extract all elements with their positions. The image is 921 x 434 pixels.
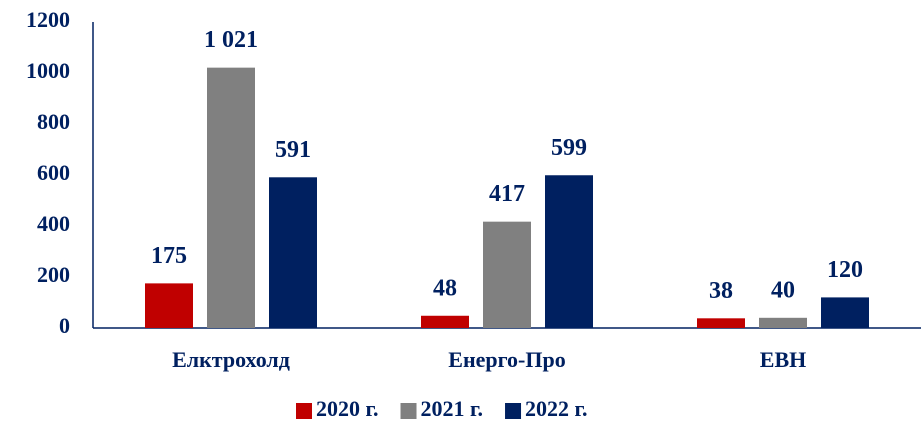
data-label: 120	[827, 257, 863, 283]
data-label: 599	[551, 135, 587, 161]
x-tick-label: Енерго-Про	[448, 347, 565, 372]
data-label: 417	[489, 181, 525, 207]
legend-label: 2022 г.	[525, 396, 588, 421]
y-tick-label: 200	[37, 262, 70, 287]
bar	[483, 221, 531, 328]
legend-swatch	[505, 403, 522, 419]
bar	[145, 283, 193, 328]
bar	[269, 177, 317, 328]
y-tick-label: 600	[37, 160, 70, 185]
legend-label: 2021 г.	[421, 396, 484, 421]
data-label: 38	[709, 278, 733, 304]
x-tick-label: Елктрохолд	[172, 347, 290, 372]
legend-swatch	[296, 403, 312, 419]
legend-label: 2020 г.	[316, 396, 379, 421]
legend-swatch	[400, 403, 417, 419]
data-label: 175	[151, 243, 187, 269]
x-tick-label: ЕВН	[760, 347, 806, 372]
y-tick-label: 0	[59, 313, 70, 338]
bar	[207, 67, 255, 329]
y-tick-label: 400	[37, 211, 70, 236]
y-tick-label: 1200	[26, 7, 70, 32]
y-tick-label: 800	[37, 109, 70, 134]
data-label: 1 021	[204, 27, 258, 53]
bar	[697, 318, 745, 328]
y-tick-label: 1000	[26, 58, 70, 83]
bar	[821, 297, 869, 328]
data-label: 48	[433, 275, 457, 301]
data-label: 591	[275, 137, 311, 163]
bar	[421, 315, 469, 328]
bar	[545, 175, 593, 328]
bar	[759, 317, 807, 328]
data-label: 40	[771, 277, 795, 303]
